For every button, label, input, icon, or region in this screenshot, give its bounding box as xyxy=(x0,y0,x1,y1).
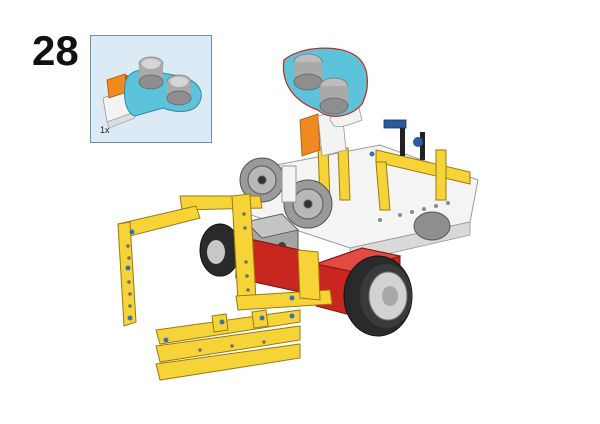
blue-pins xyxy=(383,119,425,160)
parts-callout: 1x xyxy=(90,35,212,143)
part-quantity: 1x xyxy=(100,125,110,135)
left-wheel xyxy=(199,223,241,277)
right-wheel xyxy=(343,255,413,337)
step-number: 28 xyxy=(32,27,79,74)
ultrasonic-sensor-part-icon xyxy=(102,56,202,129)
gears xyxy=(239,157,333,229)
beam-holes xyxy=(126,212,266,352)
rear-wheel xyxy=(413,211,451,241)
blue-axle-pins xyxy=(125,151,375,343)
ultrasonic-sensor-mounted xyxy=(282,47,368,157)
